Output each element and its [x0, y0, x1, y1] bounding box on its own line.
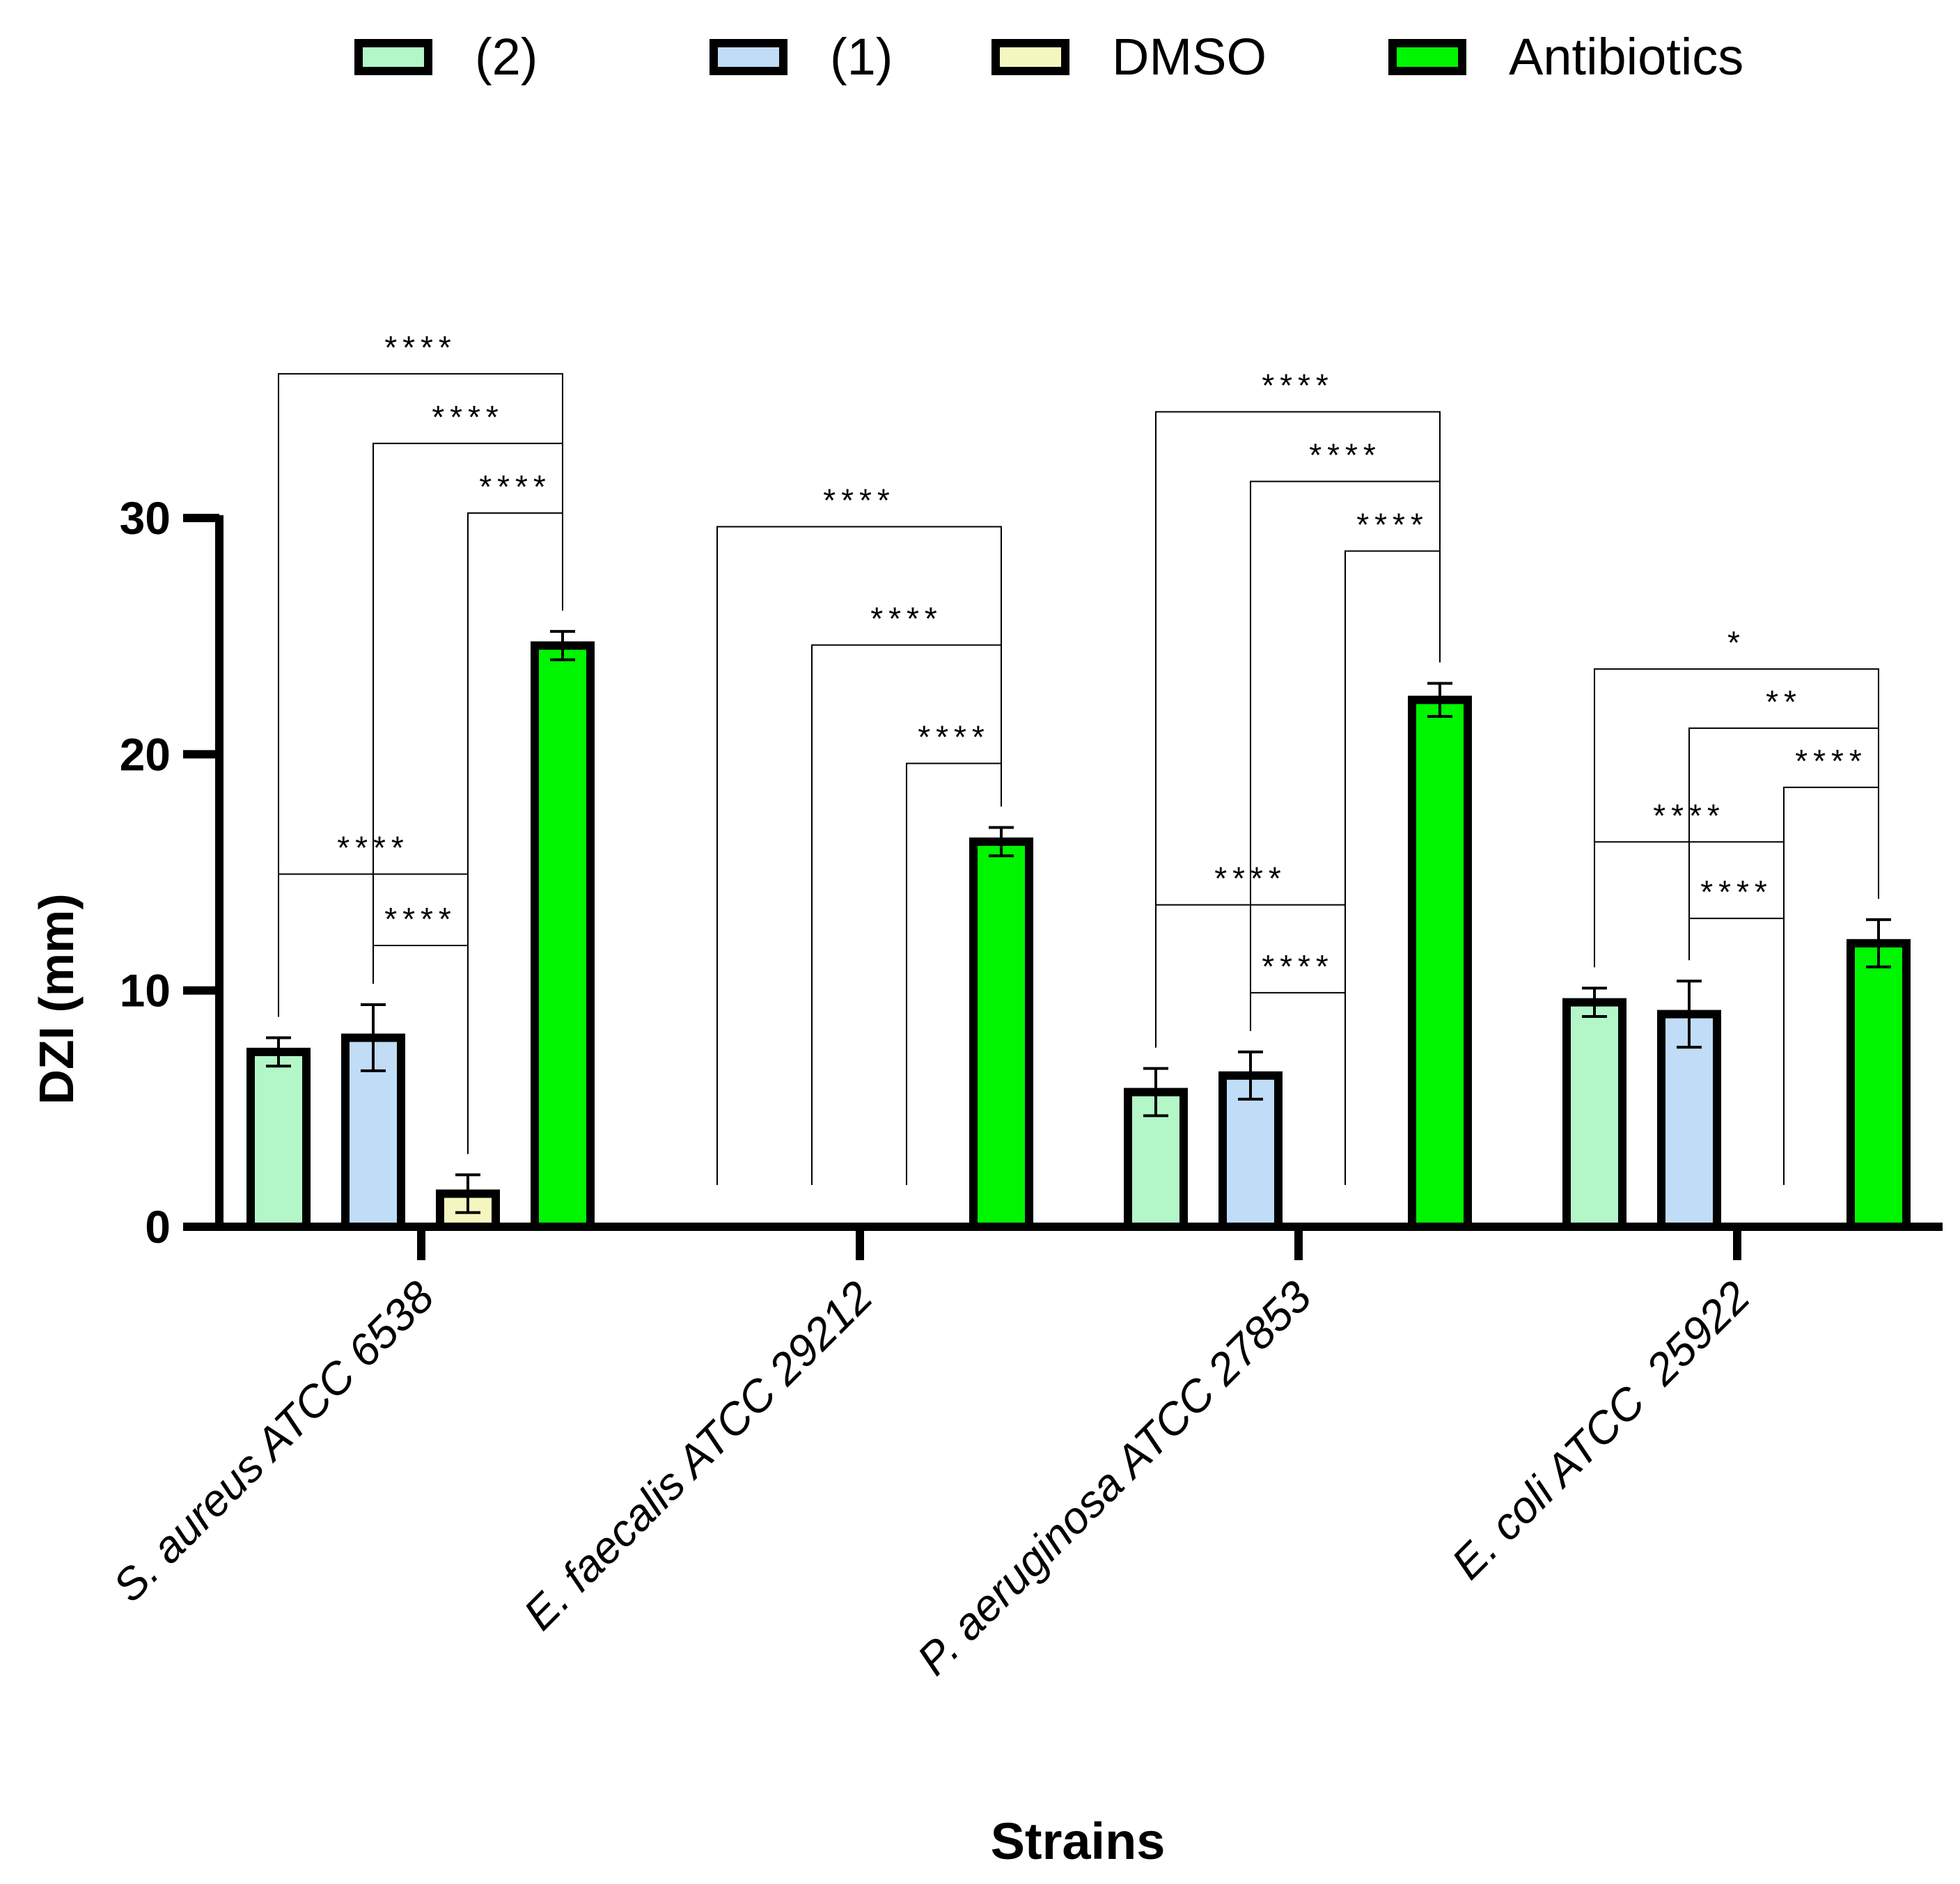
significance-label: **** [1356, 507, 1429, 543]
significance-label: **** [384, 329, 457, 366]
significance-label: **** [384, 901, 457, 937]
significance-bracket [467, 512, 563, 1154]
significance-label: **** [823, 482, 895, 519]
x-tick-label: P. aeruginosa ATCC 27853 [907, 1271, 1321, 1685]
y-tick-label: 0 [145, 1201, 171, 1253]
significance-label: **** [337, 830, 409, 866]
significance-label: **** [1795, 743, 1867, 779]
legend-label: DMSO [1112, 28, 1267, 86]
significance-label: **** [1653, 797, 1725, 833]
legend-label: (1) [830, 28, 893, 86]
legend-swatch [709, 39, 787, 75]
bar [1408, 696, 1472, 1231]
legend-swatch [991, 39, 1069, 75]
significance-bracket [373, 945, 469, 1154]
x-tick-label: E. faecalis ATCC 29212 [514, 1271, 882, 1640]
legend-label: Antibiotics [1509, 28, 1743, 86]
significance-label: **** [479, 469, 551, 505]
bar [1657, 1010, 1721, 1231]
significance-label: **** [1700, 874, 1773, 910]
significance-label: **** [870, 601, 943, 637]
significance-label: **** [918, 719, 990, 755]
legend: (2) (1) DMSO Antibiotics [354, 28, 1743, 86]
x-axis-label: Strains [991, 1812, 1166, 1870]
significance-label: **** [1262, 368, 1334, 404]
significance-label: **** [432, 399, 504, 435]
y-tick-label: 20 [120, 728, 171, 780]
legend-swatch [354, 39, 432, 75]
bar [1847, 939, 1911, 1232]
significance-bracket [1594, 668, 1879, 968]
significance-bracket [1344, 550, 1441, 1185]
y-axis-label: DZI (mm) [29, 893, 84, 1104]
bar [531, 641, 595, 1231]
significance-label: **** [1214, 861, 1287, 897]
significance-label: **** [1262, 948, 1334, 984]
y-tick-label: 30 [120, 492, 171, 544]
significance-bracket [1250, 991, 1346, 1185]
significance-bracket [906, 762, 1002, 1185]
significance-label: * [1727, 625, 1746, 661]
x-tick-label: S. aureus ATCC 6538 [103, 1271, 444, 1612]
legend-swatch [1388, 39, 1466, 75]
significance-label: **** [1309, 437, 1381, 473]
bar [969, 837, 1033, 1232]
y-tick-label: 10 [120, 965, 171, 1016]
bar [246, 1047, 311, 1231]
significance-bracket [716, 526, 1002, 1185]
significance-brackets: ****************************************… [278, 329, 1879, 1185]
x-tick-label: E. coli ATCC 25922 [1442, 1271, 1759, 1589]
legend-label: (2) [475, 28, 538, 86]
significance-bracket [1688, 918, 1785, 1185]
significance-label: ** [1766, 684, 1802, 720]
bar [1562, 998, 1626, 1231]
bars [246, 629, 1911, 1232]
significance-bracket [811, 644, 1002, 1185]
